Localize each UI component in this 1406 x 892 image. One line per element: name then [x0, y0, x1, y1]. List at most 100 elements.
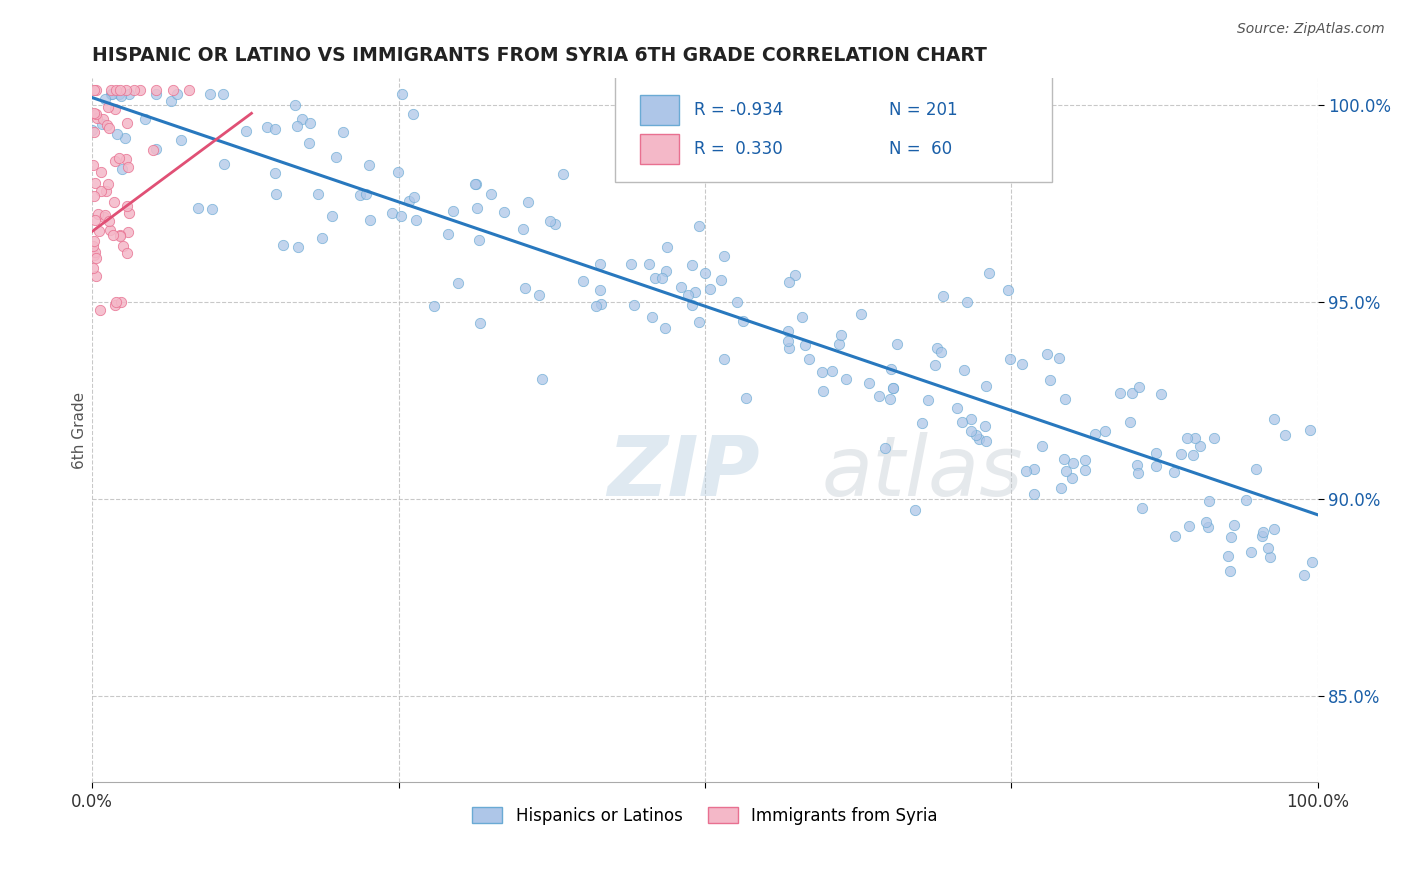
Y-axis label: 6th Grade: 6th Grade [72, 392, 87, 468]
Point [1234, 492, 1257, 507]
Point [84, 269, 107, 284]
Point [695, 266, 717, 280]
Point [1150, 386, 1173, 401]
Point [465, 201, 488, 215]
Point [910, 416, 932, 430]
Point [349, 188, 371, 202]
Point [538, 214, 561, 228]
Point [1263, 411, 1285, 425]
Point [83, 235, 105, 249]
Point [956, 295, 979, 310]
Point [83, 125, 105, 139]
Point [160, 94, 183, 108]
Text: N = 201: N = 201 [889, 102, 957, 120]
Point [1258, 549, 1281, 564]
Point [799, 352, 821, 367]
Point [104, 298, 127, 312]
Point [273, 238, 295, 252]
Point [1094, 425, 1116, 439]
Point [1299, 423, 1322, 437]
Point [879, 392, 901, 407]
Point [98, 223, 121, 237]
Point [882, 381, 904, 395]
Point [83, 83, 105, 97]
Point [655, 240, 678, 254]
Point [122, 83, 145, 97]
Point [924, 358, 946, 372]
Point [965, 428, 987, 442]
Point [391, 209, 413, 223]
Point [256, 120, 278, 135]
Point [623, 298, 645, 312]
Point [1223, 518, 1246, 533]
Point [110, 295, 132, 310]
Point [101, 87, 124, 101]
Point [977, 266, 1000, 280]
Point [976, 379, 998, 393]
Point [1121, 386, 1143, 401]
Point [713, 352, 735, 367]
Point [1054, 464, 1077, 478]
Point [1240, 545, 1263, 559]
Point [108, 151, 131, 165]
Point [359, 213, 381, 227]
Point [917, 392, 939, 407]
Point [591, 297, 613, 311]
Point [1294, 568, 1316, 582]
Point [776, 334, 799, 348]
Point [100, 83, 122, 97]
Point [264, 166, 287, 180]
Point [950, 415, 973, 429]
Point [929, 344, 952, 359]
Point [108, 227, 131, 242]
Point [828, 336, 851, 351]
Point [1015, 465, 1038, 479]
Text: Source: ZipAtlas.com: Source: ZipAtlas.com [1237, 22, 1385, 37]
Point [655, 264, 678, 278]
Point [512, 222, 534, 236]
Point [83, 189, 105, 203]
Point [263, 122, 285, 136]
Point [145, 142, 167, 156]
Text: R = -0.934: R = -0.934 [693, 102, 783, 120]
Point [637, 257, 659, 271]
Point [179, 83, 201, 97]
Point [100, 87, 122, 101]
Point [145, 87, 167, 101]
Point [1178, 518, 1201, 533]
Point [669, 280, 692, 294]
Point [886, 337, 908, 351]
Point [882, 381, 904, 395]
Point [93, 208, 115, 222]
Point [821, 364, 844, 378]
Point [402, 190, 425, 204]
Point [681, 298, 703, 312]
Point [516, 195, 538, 210]
Point [93, 91, 115, 105]
Point [681, 258, 703, 272]
Point [1031, 439, 1053, 453]
Point [402, 107, 425, 121]
Point [811, 384, 834, 399]
Point [644, 271, 666, 285]
Point [264, 186, 287, 201]
Point [1024, 462, 1046, 476]
Point [932, 289, 955, 303]
Point [108, 229, 131, 244]
Point [699, 282, 721, 296]
Point [117, 115, 139, 129]
Point [1263, 523, 1285, 537]
Point [381, 205, 404, 219]
Point [89, 165, 111, 179]
Point [588, 257, 610, 271]
Point [90, 184, 112, 198]
Point [84, 107, 107, 121]
Point [1126, 467, 1149, 481]
Point [115, 246, 138, 260]
Point [104, 83, 127, 97]
Point [688, 315, 710, 329]
Point [357, 158, 380, 172]
Point [1274, 427, 1296, 442]
Point [783, 268, 806, 282]
Point [945, 401, 967, 416]
